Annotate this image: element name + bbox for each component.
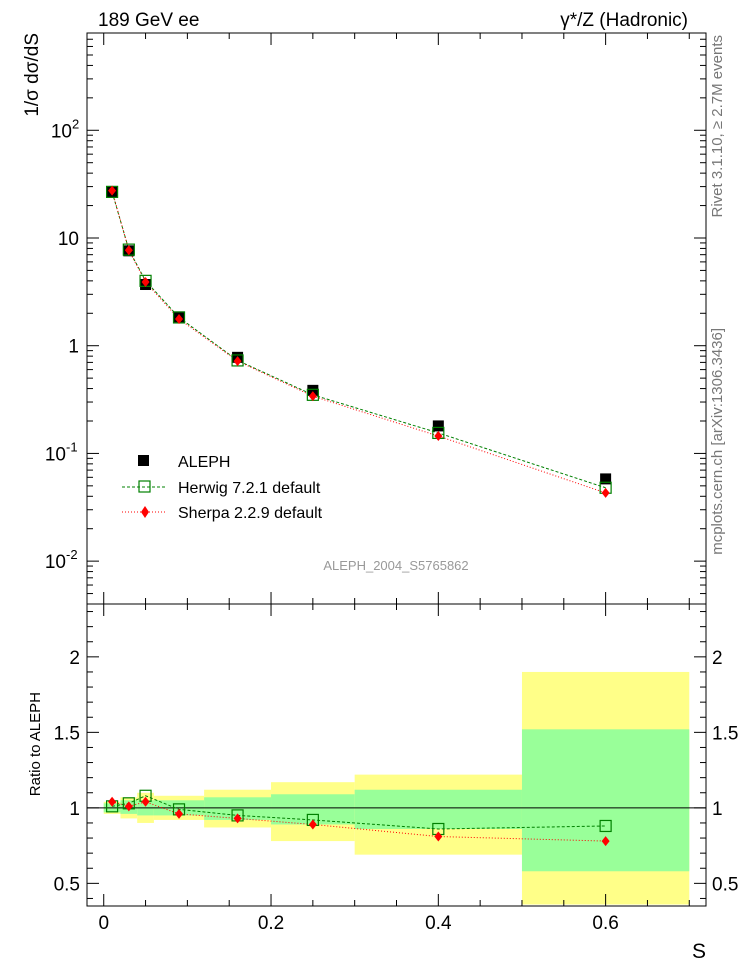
main-y-tick-label: 1 (68, 337, 79, 358)
header-right-label: γ*/Z (Hadronic) (560, 10, 688, 31)
main-y-tick-base: 10 (58, 229, 79, 250)
legend-entry-sherpa: Sherpa 2.2.9 default (122, 505, 323, 522)
main-y-tick-exponent: -1 (66, 439, 78, 454)
x-tick-label: 0 (98, 913, 109, 934)
sherpa-ratio-point (233, 813, 242, 824)
legend-entry-aleph: ALEPH (138, 454, 230, 471)
header-left-label: 189 GeV ee (98, 10, 199, 31)
analysis-watermark: ALEPH_2004_S5765862 (323, 558, 468, 573)
herwig-ratio-line (112, 795, 606, 830)
legend-label-sherpa: Sherpa 2.2.9 default (178, 505, 323, 522)
legend-entry-herwig: Herwig 7.2.1 default (122, 480, 321, 497)
ratio-y-tick-label-left: 1.5 (54, 723, 80, 744)
main-y-tick-base: 1 (68, 337, 79, 358)
sherpa-ratio-point (308, 819, 317, 830)
aleph-point (307, 384, 319, 396)
legend-label-aleph: ALEPH (178, 454, 230, 471)
sherpa-point (601, 487, 610, 498)
main-y-tick-label: 10 -2 (45, 547, 78, 573)
aleph-point (600, 473, 612, 485)
main-y-tick-exponent: -2 (66, 547, 78, 562)
main-y-tick-label: 10 -1 (45, 439, 78, 465)
ratio-uncertainty-bands (103, 671, 690, 905)
main-y-tick-base: 10 (45, 444, 66, 465)
ratio-tick-labels: 0.5 0.5 1 1 1.5 1.5 2 2 0 0.2 0.4 0.6 (54, 648, 739, 934)
sherpa-point (175, 313, 184, 324)
sherpa-ratio-point (601, 836, 610, 847)
ratio-plot-panel: 0.5 0.5 1 1 1.5 1.5 2 2 0 0.2 0.4 0.6 (54, 603, 739, 934)
ratio-y-tick-label-left: 1 (69, 799, 80, 820)
main-axis-ticks (87, 32, 706, 605)
ratio-plot-frame (86, 603, 707, 907)
sherpa-ratio-point (175, 808, 184, 819)
legend-label-herwig: Herwig 7.2.1 default (178, 480, 321, 497)
herwig-line (111, 191, 606, 489)
legend-marker-aleph (138, 455, 149, 466)
sherpa-point (233, 356, 242, 367)
main-y-tick-base: 10 (45, 552, 66, 573)
ratio-y-tick-label-left: 2 (69, 648, 80, 669)
sherpa-ratio-point (124, 801, 133, 812)
mcplots-label: mcplots.cern.ch [arXiv:1306.3436] (709, 328, 726, 555)
x-tick-label: 0.2 (258, 913, 284, 934)
ratio-y-tick-label-left: 0.5 (54, 874, 80, 895)
sherpa-point (434, 431, 443, 442)
ratio-y-tick-label-right: 1.5 (712, 723, 738, 744)
main-y-tick-exponent: 2 (72, 116, 79, 131)
sherpa-ratio-line (111, 801, 606, 842)
x-tick-label: 0.4 (425, 913, 452, 934)
sherpa-ratio-point (141, 796, 150, 807)
main-y-tick-label: 10 2 (51, 116, 79, 142)
ratio-band-inner (271, 794, 355, 825)
legend-marker-sherpa (141, 506, 149, 518)
sherpa-ratio-point (434, 831, 443, 842)
ratio-axis-ticks (87, 604, 706, 906)
x-tick-label: 0.6 (592, 913, 618, 934)
main-y-tick-base: 10 (51, 121, 72, 142)
rivet-label: Rivet 3.1.10, ≥ 2.7M events (709, 35, 726, 218)
main-series-group (105, 185, 612, 498)
ratio-band-inner (204, 797, 272, 820)
sherpa-point (108, 185, 117, 196)
main-y-tick-label: 10 (58, 229, 79, 250)
ratio-y-tick-label-right: 0.5 (712, 874, 738, 895)
ratio-band-inner (521, 729, 690, 872)
ratio-y-tick-label-right: 1 (712, 799, 723, 820)
legend: ALEPH Herwig 7.2.1 default Sherpa 2.2.9 … (122, 454, 323, 522)
legend-marker-herwig (138, 480, 151, 493)
main-y-axis-label: 1/σ dσ/dS (22, 33, 43, 117)
x-axis-label: S (692, 940, 706, 963)
sherpa-line (111, 190, 606, 494)
aleph-point (432, 420, 444, 432)
sherpa-point (124, 245, 133, 256)
ratio-y-tick-label-right: 2 (712, 648, 723, 669)
herwig-ratio-point (599, 819, 612, 833)
ratio-y-axis-label: Ratio to ALEPH (27, 692, 44, 796)
ratio-band-inner (354, 789, 522, 829)
sherpa-point (141, 277, 150, 288)
ratio-series-group (105, 789, 612, 847)
sherpa-ratio-point (108, 796, 117, 807)
sherpa-point (308, 391, 317, 402)
